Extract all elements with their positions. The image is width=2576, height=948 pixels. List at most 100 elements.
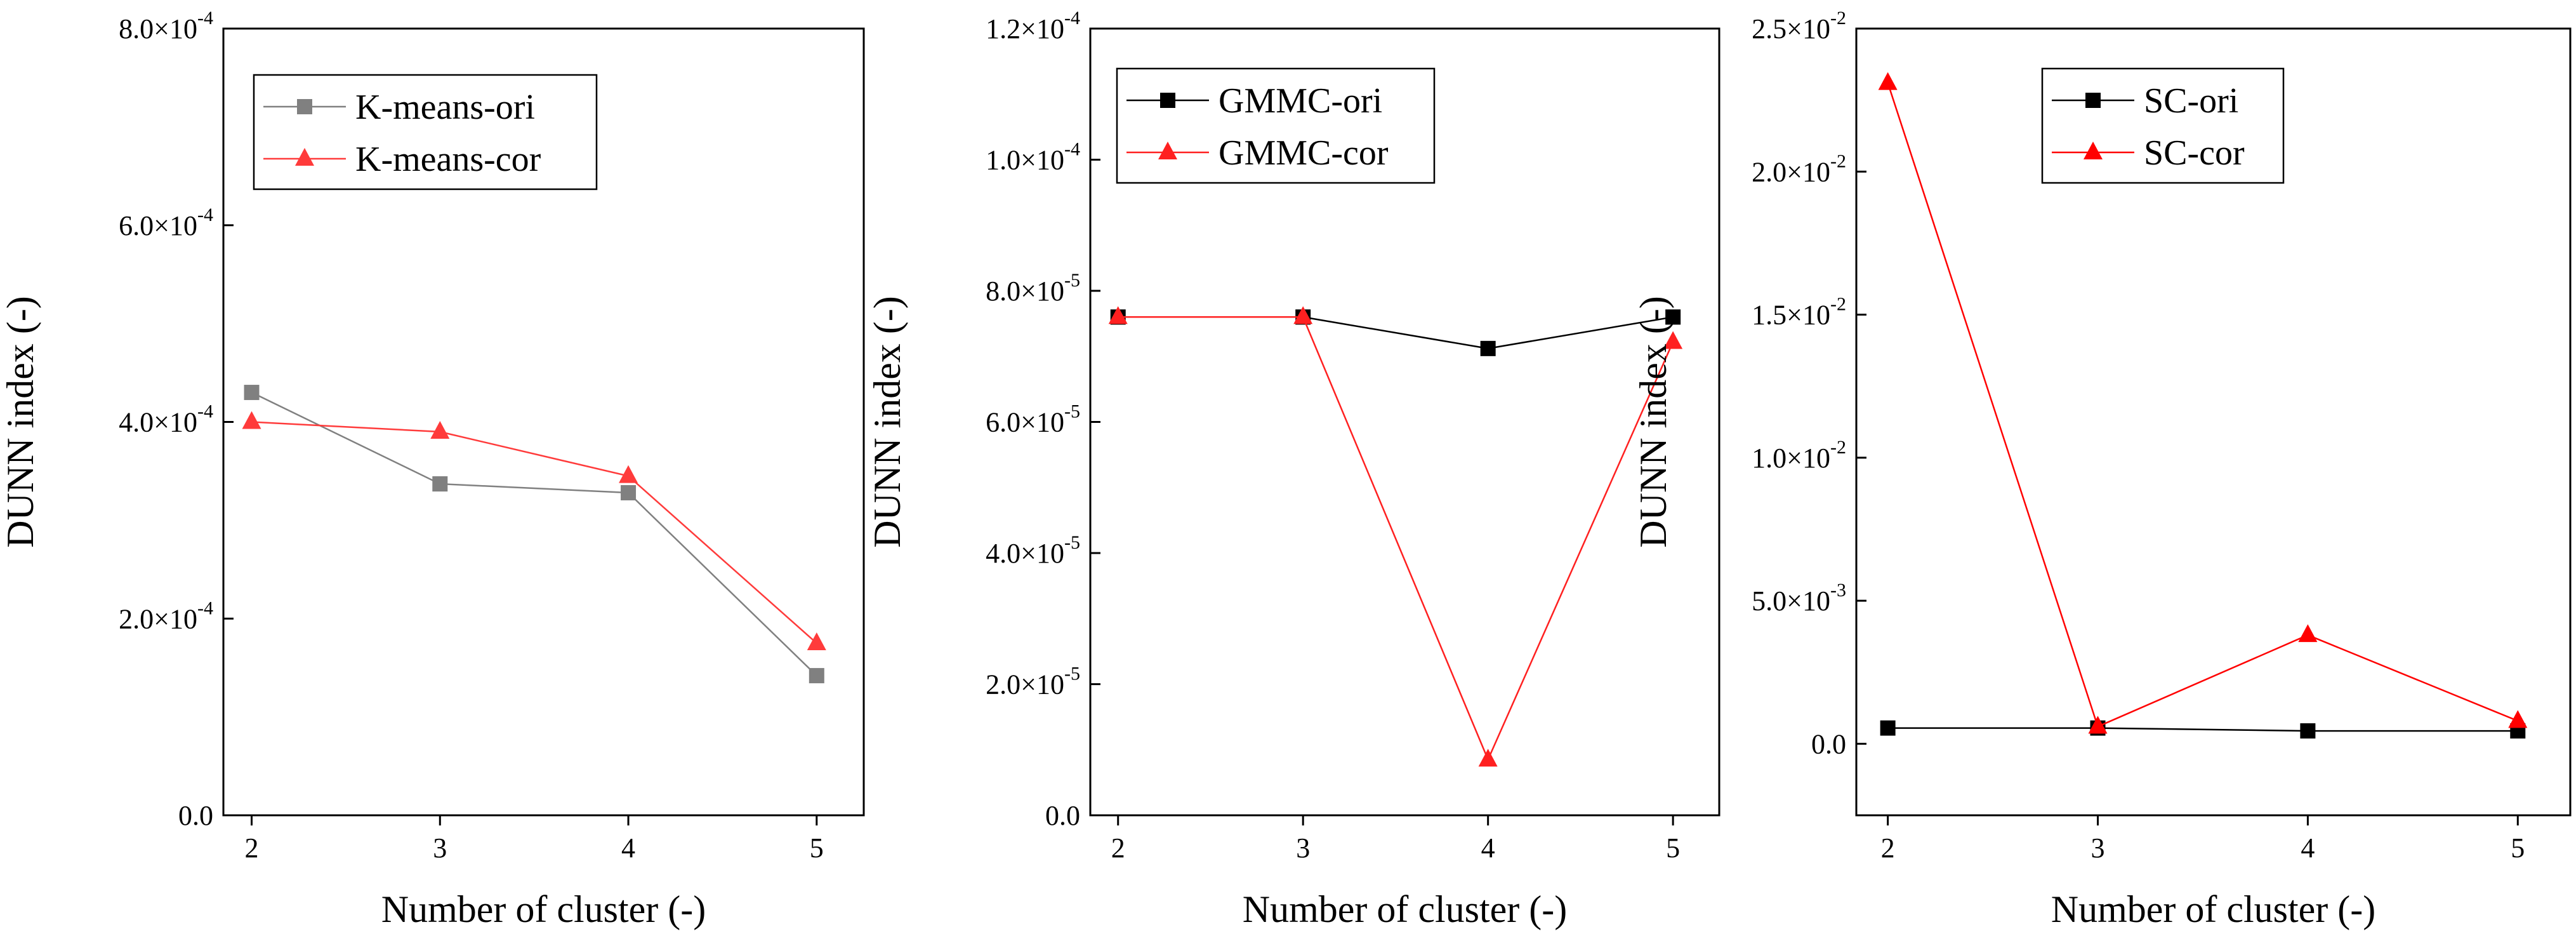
y-tick-label: 1.0×10-2 [1752, 437, 1846, 474]
y-tick-label: 2.0×10-5 [986, 664, 1080, 700]
data-point-K-means-cor [807, 632, 826, 650]
y-tick-label: 0.0 [1811, 728, 1846, 759]
y-tick-mantissa: 2.0×10 [119, 603, 197, 634]
y-tick-mantissa: 4.0×10 [986, 538, 1064, 569]
legend-box [2041, 67, 2285, 184]
data-point-K-means-cor [242, 411, 261, 429]
data-point-K-means-ori [621, 485, 637, 501]
y-tick-label: 8.0×10-4 [119, 8, 213, 44]
x-tick-label: 5 [2511, 832, 2525, 864]
y-tick-exponent: -2 [1830, 294, 1846, 315]
legend-label: GMMC-cor [1219, 133, 1389, 173]
legend-triangle-marker [1158, 142, 1177, 159]
legend-triangle-marker [295, 148, 314, 166]
x-tick-label: 3 [2091, 832, 2105, 864]
legend-label: K-means-ori [355, 88, 535, 127]
y-tick-mantissa: 1.0×10 [1752, 443, 1830, 474]
y-tick-mantissa: 1.2×10 [986, 13, 1064, 44]
y-tick-mantissa: 6.0×10 [119, 210, 197, 241]
y-tick-mantissa: 5.0×10 [1752, 585, 1830, 617]
legend: K-means-ori K-means-cor [253, 74, 598, 190]
series-line-SC-cor [1887, 83, 2518, 728]
data-point-SC-cor [2298, 624, 2318, 643]
legend-square-marker [297, 99, 312, 114]
legend: GMMC-ori GMMC-cor [1116, 67, 1436, 184]
legend-square-marker [1160, 93, 1175, 108]
data-point-K-means-cor [430, 420, 450, 439]
data-point-GMMC-ori [1665, 309, 1681, 325]
series-line-K-means-ori [251, 391, 817, 676]
y-tick-label: 2.0×10-2 [1752, 150, 1846, 187]
y-tick-label: 5.0×10-3 [1752, 580, 1846, 617]
series-line-SC-ori [1887, 727, 2518, 732]
x-tick-label: 2 [245, 832, 259, 864]
y-tick-label: 6.0×10-5 [986, 401, 1080, 438]
data-point-K-means-ori [432, 476, 448, 492]
y-axis-title: DUNN index (-) [0, 296, 41, 548]
y-tick-mantissa: 8.0×10 [986, 276, 1064, 307]
y-tick-exponent: -4 [197, 204, 213, 225]
y-tick-exponent: -5 [1064, 664, 1080, 684]
legend-box [1116, 67, 1436, 184]
data-point-GMMC-cor [1293, 306, 1313, 324]
x-tick-label: 4 [1481, 832, 1495, 864]
legend-triangle-marker [2084, 142, 2103, 159]
y-tick-label: 8.0×10-5 [986, 270, 1080, 307]
data-point-K-means-cor [619, 465, 638, 483]
legend-square-marker [2085, 93, 2101, 108]
y-axis-title: DUNN index (-) [1632, 296, 1674, 548]
legend-label: SC-cor [2144, 133, 2245, 173]
y-tick-label: 2.5×10-2 [1752, 8, 1846, 44]
y-tick-label: 6.0×10-4 [119, 204, 213, 241]
chart-3: 0.05.0×10-31.0×10-21.5×10-22.0×10-22.5×1… [1632, 8, 2572, 930]
x-tick-label: 5 [1666, 832, 1680, 864]
x-tick-label: 4 [621, 832, 635, 864]
plot-frame [1855, 27, 2572, 817]
legend: SC-ori SC-cor [2041, 67, 2285, 184]
x-axis-title: Number of cluster (-) [2051, 888, 2375, 930]
y-tick-label: 1.2×10-4 [986, 8, 1080, 44]
chart-2: 0.02.0×10-54.0×10-56.0×10-58.0×10-51.0×1… [866, 8, 1721, 930]
y-tick-label: 0.0 [1045, 800, 1080, 831]
series-line-GMMC-ori [1118, 316, 1674, 350]
legend-box [253, 74, 598, 190]
y-axis-title: DUNN index (-) [866, 296, 908, 548]
data-point-K-means-ori [244, 385, 260, 401]
y-tick-label: 1.5×10-2 [1752, 294, 1846, 331]
y-tick-label: 0.0 [178, 800, 213, 831]
data-point-SC-cor [2088, 716, 2108, 734]
x-tick-label: 3 [1296, 832, 1310, 864]
y-tick-label: 1.0×10-4 [986, 139, 1080, 176]
y-tick-mantissa: 1.5×10 [1752, 300, 1830, 331]
y-tick-mantissa: 8.0×10 [119, 13, 197, 44]
y-tick-exponent: -4 [197, 8, 213, 29]
y-tick-exponent: -5 [1064, 270, 1080, 291]
y-tick-mantissa: 2.0×10 [1752, 156, 1830, 187]
series-line-GMMC-cor [1118, 316, 1674, 762]
y-tick-mantissa: 4.0×10 [119, 407, 197, 438]
data-point-K-means-ori [809, 668, 824, 684]
legend-label: K-means-cor [355, 140, 541, 179]
y-tick-exponent: -2 [1830, 8, 1846, 29]
y-tick-mantissa: 0.0 [1045, 800, 1080, 831]
y-tick-label: 4.0×10-4 [119, 401, 213, 438]
y-tick-mantissa: 2.5×10 [1752, 13, 1830, 44]
data-point-SC-ori [1880, 720, 1896, 736]
y-tick-exponent: -4 [197, 401, 213, 422]
y-tick-exponent: -2 [1830, 437, 1846, 458]
data-point-GMMC-ori [1480, 340, 1496, 356]
data-point-GMMC-cor [1478, 749, 1498, 767]
y-tick-mantissa: 1.0×10 [986, 145, 1064, 176]
legend-label: SC-ori [2144, 81, 2238, 121]
x-tick-label: 5 [810, 832, 824, 864]
y-tick-exponent: -4 [197, 598, 213, 618]
y-tick-label: 4.0×10-5 [986, 532, 1080, 569]
series-line-K-means-cor [251, 421, 817, 644]
data-point-SC-cor [2508, 710, 2528, 728]
y-tick-mantissa: 6.0×10 [986, 407, 1064, 438]
x-tick-label: 2 [1881, 832, 1895, 864]
x-tick-label: 3 [433, 832, 447, 864]
y-tick-exponent: -2 [1830, 150, 1846, 171]
chart-1: 0.02.0×10-44.0×10-46.0×10-48.0×10-42 3 4 5N… [0, 8, 865, 930]
